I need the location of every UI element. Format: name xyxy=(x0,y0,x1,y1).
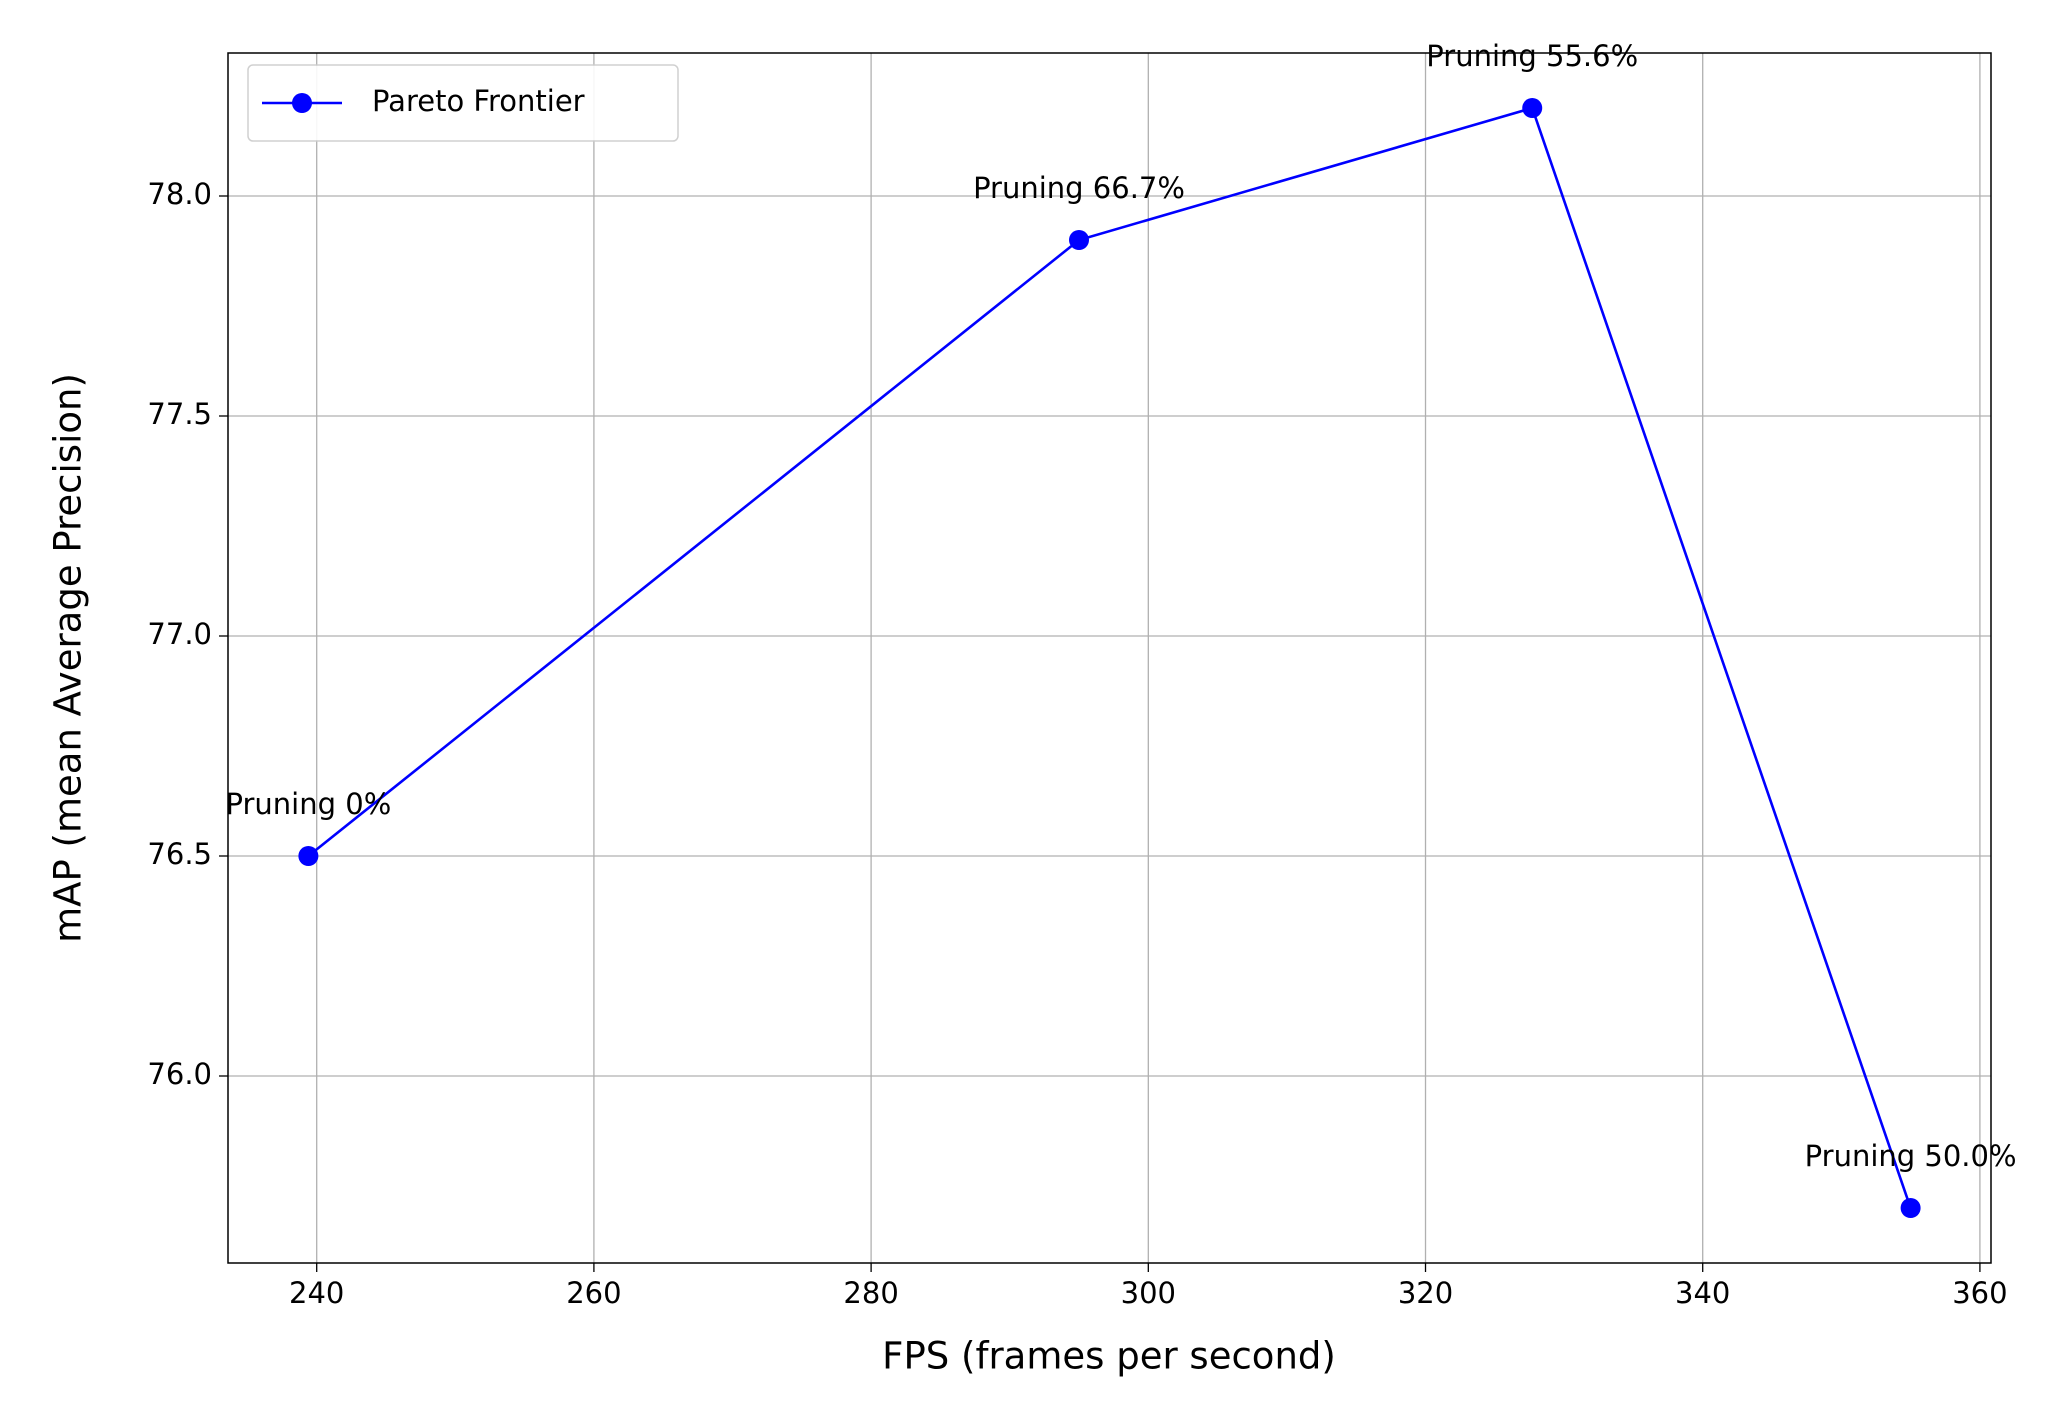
data-point xyxy=(298,846,319,866)
annotation: Pruning 66.7% xyxy=(973,171,1185,205)
x-tick-label: 260 xyxy=(566,1276,621,1310)
x-tick-label: 340 xyxy=(1675,1276,1730,1310)
annotation: Pruning 0% xyxy=(226,787,392,821)
y-tick-label: 77.5 xyxy=(147,397,212,431)
annotation: Pruning 50.0% xyxy=(1805,1139,2017,1173)
series-line xyxy=(307,106,1912,1209)
y-axis-label: mAP (mean Average Precision) xyxy=(47,373,90,943)
x-tick-label: 240 xyxy=(289,1276,344,1310)
legend-label: Pareto Frontier xyxy=(372,84,585,118)
data-point xyxy=(1522,98,1543,118)
x-axis-label: FPS (frames per second) xyxy=(882,1335,1336,1378)
y-tick-label: 76.0 xyxy=(147,1057,212,1091)
y-tick-label: 78.0 xyxy=(147,177,212,211)
x-tick-label: 320 xyxy=(1398,1276,1453,1310)
x-tick-label: 360 xyxy=(1952,1276,2007,1310)
data-point xyxy=(1069,230,1090,250)
y-tick-label: 76.5 xyxy=(147,837,212,871)
legend-marker xyxy=(292,93,312,113)
x-tick-label: 300 xyxy=(1121,1276,1176,1310)
legend: Pareto Frontier xyxy=(247,64,679,142)
data-point xyxy=(1900,1198,1921,1218)
x-tick-label: 280 xyxy=(843,1276,898,1310)
y-tick-label: 77.0 xyxy=(147,617,212,651)
legend-box xyxy=(247,64,679,142)
annotation: Pruning 55.6% xyxy=(1426,39,1638,73)
plot-frame xyxy=(227,52,1992,1264)
